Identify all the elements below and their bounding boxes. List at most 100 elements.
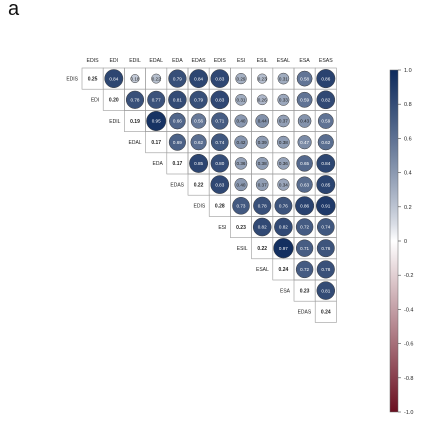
correlation-value: 0.78 <box>321 267 330 272</box>
correlation-value: 0.66 <box>173 119 182 124</box>
correlation-value: 0.36 <box>237 161 246 166</box>
correlation-circle <box>277 72 290 85</box>
correlation-circle <box>316 69 336 89</box>
colorbar-tick-label: 1.0 <box>404 68 412 74</box>
correlation-circle <box>147 90 166 109</box>
correlation-circle <box>277 93 290 106</box>
correlation-circle <box>189 153 209 173</box>
correlation-value: 0.59 <box>321 119 330 124</box>
correlation-value: 0.91 <box>321 204 330 209</box>
correlation-circle <box>257 73 268 84</box>
correlation-value: 0.23 <box>258 76 267 81</box>
column-label: ESI <box>237 58 245 64</box>
colorbar-tick-label: 0.8 <box>404 102 412 108</box>
correlation-value: 0.37 <box>258 182 267 187</box>
correlation-circle <box>316 154 336 173</box>
panel-label: a <box>8 0 20 20</box>
column-label: EDA <box>172 58 183 64</box>
correlation-circle <box>277 178 290 191</box>
row-label: EDAS <box>298 310 312 316</box>
diagonal-value: 0.28 <box>215 204 225 210</box>
diagonal-value: 0.24 <box>279 267 289 273</box>
colorbar-tick-label: -0.2 <box>404 273 413 279</box>
correlation-circle <box>151 73 162 84</box>
diagonal-value: 0.20 <box>109 98 119 104</box>
correlation-circle <box>296 155 313 172</box>
correlation-value: 0.59 <box>300 98 309 103</box>
diagonal-value: 0.17 <box>173 161 183 167</box>
correlation-circle <box>253 196 272 215</box>
correlation-circle <box>168 69 187 88</box>
correlation-value: 0.56 <box>194 119 203 124</box>
row-label: EDAL <box>129 140 142 146</box>
correlation-circle <box>296 176 313 193</box>
correlation-value: 0.33 <box>279 98 288 103</box>
diagonal-value: 0.19 <box>130 119 140 125</box>
correlation-value: 0.86 <box>321 76 330 81</box>
row-label: EDA <box>153 161 164 167</box>
correlation-circle <box>235 72 247 85</box>
correlation-circle <box>210 154 229 173</box>
correlation-value: 0.38 <box>279 140 288 145</box>
correlation-value: 0.82 <box>279 225 288 230</box>
correlation-value: 0.81 <box>321 288 330 293</box>
column-label: EDIS <box>214 58 227 64</box>
correlation-circle <box>234 135 248 149</box>
correlation-circle <box>317 134 334 151</box>
correlation-value: 0.80 <box>215 161 224 166</box>
correlation-circle <box>169 112 186 130</box>
column-label: ESAL <box>277 58 290 64</box>
correlation-value: 0.31 <box>237 98 246 103</box>
correlation-circle <box>190 134 207 151</box>
correlation-value: 0.84 <box>321 161 330 166</box>
correlation-circle <box>295 239 314 257</box>
column-label: ESA <box>299 58 310 64</box>
correlation-value: 0.79 <box>194 98 203 103</box>
diagonal-value: 0.22 <box>194 182 204 188</box>
correlation-circle <box>277 157 290 170</box>
correlation-value: 0.82 <box>321 98 330 103</box>
correlation-value: 0.34 <box>279 182 288 187</box>
correlation-value: 0.72 <box>300 267 309 272</box>
correlation-value: 0.37 <box>279 119 288 124</box>
column-label: EDAL <box>149 58 163 64</box>
correlation-circle <box>210 133 229 152</box>
correlation-circle <box>189 90 208 109</box>
correlation-value: 0.86 <box>300 204 309 209</box>
correlation-value: 0.58 <box>300 76 309 81</box>
correlation-value: 0.78 <box>258 204 267 209</box>
correlation-circle <box>274 196 293 215</box>
correlation-circle <box>104 69 124 88</box>
correlation-value: 0.84 <box>109 76 118 81</box>
column-label: EDI <box>109 58 118 64</box>
correlation-circle <box>316 196 336 216</box>
correlation-circle <box>296 91 313 108</box>
colorbar-tick-label: -1.0 <box>404 410 413 416</box>
correlation-value: 0.74 <box>321 225 330 230</box>
column-label: EDIL <box>129 58 141 64</box>
correlation-circle <box>125 90 145 109</box>
row-label: ESAL <box>256 267 269 273</box>
correlation-circle <box>210 90 230 110</box>
correlation-circle <box>234 178 248 192</box>
correlation-value: 0.74 <box>215 140 224 145</box>
correlation-circle <box>255 157 269 170</box>
row-label: EDI <box>91 98 99 104</box>
correlation-circle <box>210 69 230 88</box>
correlation-circle <box>234 157 248 170</box>
colorbar-tick-label: 0.2 <box>404 205 412 211</box>
correlation-value: 0.18 <box>131 76 140 81</box>
correlation-value: 0.38 <box>258 161 267 166</box>
colorbar-tick-label: -0.4 <box>404 307 413 313</box>
correlation-value: 0.76 <box>321 246 330 251</box>
correlation-circle <box>316 239 335 258</box>
correlation-value: 0.62 <box>321 140 330 145</box>
correlation-value: 0.40 <box>237 182 246 187</box>
correlation-circle <box>235 94 247 106</box>
correlation-circle <box>252 217 272 237</box>
correlation-value: 0.97 <box>279 246 288 251</box>
correlation-circle <box>255 135 269 149</box>
correlation-circle <box>274 217 293 237</box>
correlation-circle <box>232 197 250 215</box>
